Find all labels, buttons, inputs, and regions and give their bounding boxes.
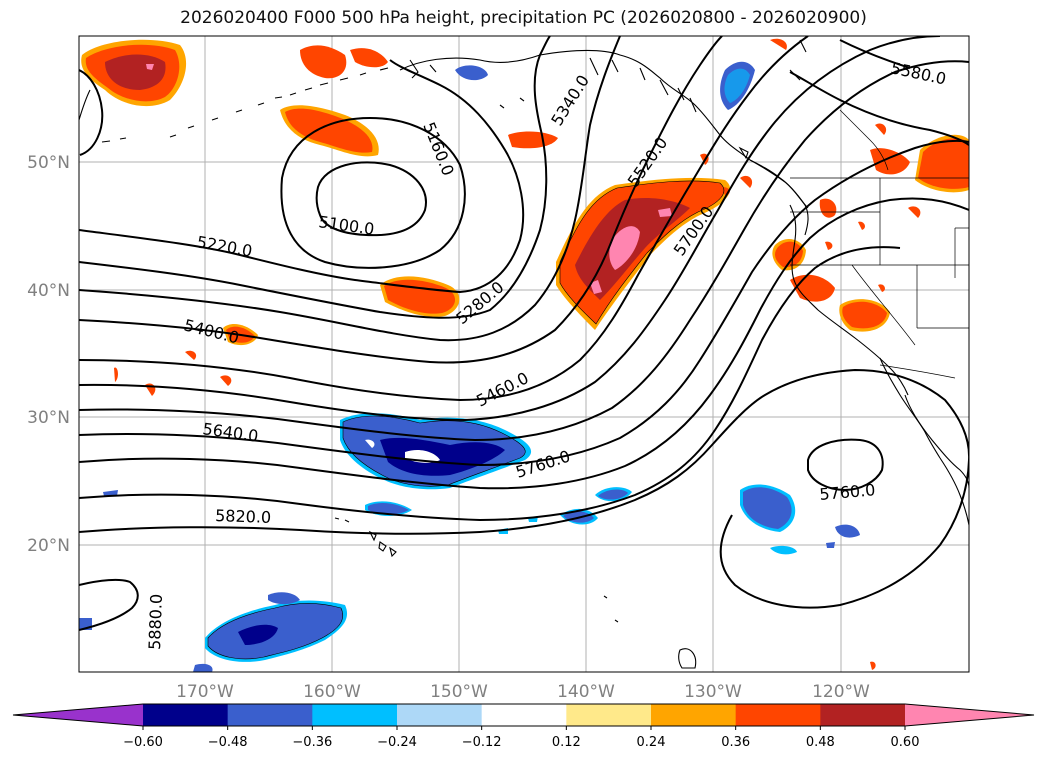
- colorbar-segment: [397, 704, 483, 726]
- lat-label: 50°N: [27, 153, 70, 173]
- colorbar-segment: [143, 704, 229, 726]
- lat-labels: 50°N 40°N 30°N 20°N: [27, 153, 70, 556]
- lat-label: 40°N: [27, 281, 70, 301]
- map-frame-border: [78, 35, 970, 673]
- lon-label: 120°W: [812, 682, 870, 702]
- colorbar-tick-label: 0.24: [637, 735, 666, 750]
- colorbar-segment: [481, 704, 567, 726]
- colorbar-tick-label: −0.48: [208, 735, 248, 750]
- lon-label: 160°W: [303, 682, 361, 702]
- precip-outlines: [207, 180, 725, 660]
- coastlines: [79, 39, 969, 669]
- lon-labels: 170°W 160°W 150°W 140°W 130°W 120°W: [176, 682, 870, 702]
- lat-label: 20°N: [27, 536, 70, 556]
- lon-label: 130°W: [684, 682, 742, 702]
- colorbar-segment: [735, 704, 821, 726]
- lat-label: 30°N: [27, 408, 70, 428]
- lon-label: 150°W: [430, 682, 488, 702]
- colorbar-segment: [312, 704, 398, 726]
- colorbar-extend-max: [905, 704, 1034, 726]
- precip-positive: [81, 38, 969, 670]
- colorbar-segment: [566, 704, 652, 726]
- height-contours: [79, 36, 969, 631]
- colorbar-extend-min: [13, 704, 143, 726]
- lon-label: 170°W: [176, 682, 234, 702]
- colorbar: −0.60 −0.48 −0.36 −0.24 −0.12 0.12 0.24 0.36 0.4…: [12, 703, 1035, 750]
- contour-label: 5820.0: [215, 506, 272, 527]
- colorbar-tick-label: 0.60: [891, 735, 920, 750]
- colorbar-tick-label: −0.36: [292, 735, 332, 750]
- lon-label: 140°W: [557, 682, 615, 702]
- gridlines: [79, 36, 969, 672]
- colorbar-tick-label: −0.12: [462, 735, 502, 750]
- contour-label: 5760.0: [819, 480, 876, 504]
- map-frame-bg: [79, 36, 969, 672]
- colorbar-tick-label: −0.60: [123, 735, 163, 750]
- colorbar-segment: [651, 704, 737, 726]
- colorbar-tick-label: 0.48: [806, 735, 835, 750]
- contour-label: 5880.0: [145, 594, 166, 651]
- colorbar-segment: [820, 704, 906, 726]
- colorbar-tick-label: 0.36: [721, 735, 750, 750]
- colorbar-tick-label: −0.24: [377, 735, 417, 750]
- map-content: 5160.0 5100.0 5220.0 5340.0 5520.0 5580.…: [79, 36, 969, 672]
- colorbar-segment: [227, 704, 313, 726]
- colorbar-tick-label: 0.12: [552, 735, 581, 750]
- plot-title: 2026020400 F000 500 hPa height, precipit…: [180, 8, 867, 28]
